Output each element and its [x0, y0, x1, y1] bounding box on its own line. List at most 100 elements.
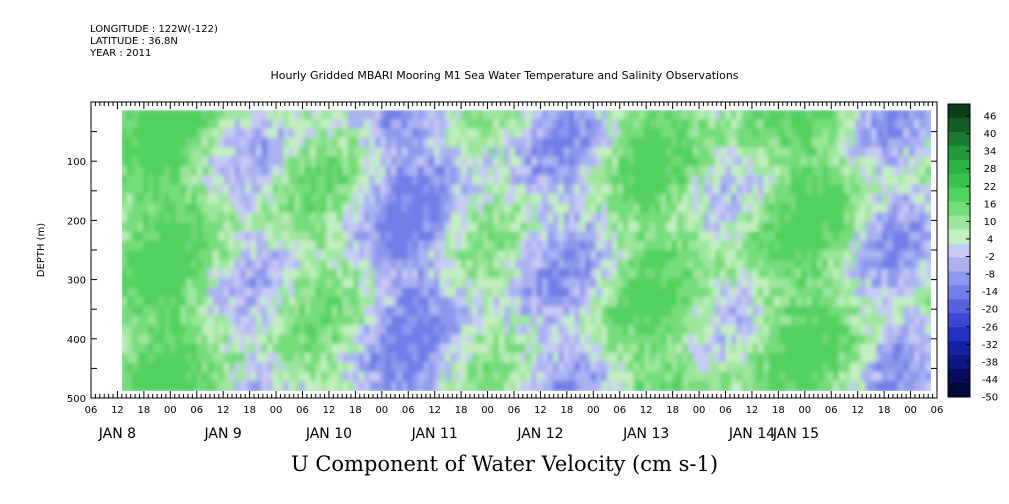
heatmap-cell	[180, 287, 188, 299]
heatmap-cell	[261, 315, 269, 327]
heatmap-cell	[159, 296, 166, 308]
heatmap-cell	[369, 334, 377, 346]
heatmap-cell	[854, 165, 862, 177]
heatmap-cell	[552, 324, 560, 336]
heatmap-cell	[186, 231, 193, 243]
heatmap-cell	[552, 306, 560, 318]
heatmap-cell	[828, 193, 835, 205]
heatmap-cell	[903, 212, 911, 224]
heatmap-cell	[752, 296, 760, 308]
heatmap-cell	[666, 156, 674, 168]
heatmap-cell	[536, 128, 544, 140]
heatmap-cell	[202, 222, 210, 233]
heatmap-cell	[709, 324, 717, 336]
heatmap-cell	[477, 147, 485, 159]
heatmap-cell	[169, 119, 177, 130]
heatmap-cell	[525, 175, 533, 187]
heatmap-cell	[714, 119, 722, 130]
heatmap-cell	[795, 343, 803, 355]
heatmap-cell	[795, 259, 803, 271]
heatmap-cell	[455, 184, 463, 196]
heatmap-cell	[709, 212, 717, 224]
heatmap-cell	[811, 193, 819, 205]
heatmap-cell	[196, 324, 204, 336]
heatmap-cell	[261, 352, 269, 364]
heatmap-cell	[477, 381, 485, 391]
heatmap-cell	[234, 362, 242, 374]
heatmap-cell	[234, 259, 242, 271]
heatmap-cell	[741, 352, 749, 364]
heatmap-cell	[860, 240, 868, 252]
heatmap-cell	[132, 212, 140, 224]
heatmap-cell	[175, 296, 183, 308]
heatmap-cell	[784, 259, 792, 271]
heatmap-cell	[779, 287, 787, 299]
heatmap-cell	[488, 128, 496, 140]
heatmap-cell	[223, 222, 231, 233]
heatmap-cell	[720, 334, 728, 346]
heatmap-cell	[601, 193, 609, 205]
heatmap-cell	[898, 315, 906, 327]
heatmap-cell	[865, 240, 873, 252]
heatmap-cell	[223, 240, 231, 252]
heatmap-cell	[682, 193, 690, 205]
heatmap-cell	[574, 334, 582, 346]
heatmap-cell	[860, 137, 868, 149]
heatmap-cell	[482, 287, 490, 299]
heatmap-cell	[693, 184, 701, 196]
heatmap-cell	[132, 278, 140, 290]
heatmap-cell	[887, 324, 895, 336]
heatmap-cell	[137, 222, 145, 233]
heatmap-cell	[558, 352, 566, 364]
heatmap-cell	[628, 296, 636, 308]
heatmap-cell	[283, 156, 291, 168]
heatmap-cell	[283, 203, 291, 215]
heatmap-cell	[730, 381, 738, 391]
heatmap-cell	[779, 306, 787, 318]
heatmap-cell	[266, 259, 274, 271]
heatmap-cell	[396, 128, 404, 140]
heatmap-cell	[310, 193, 318, 205]
heatmap-cell	[720, 137, 728, 149]
heatmap-cell	[202, 343, 210, 355]
heatmap-cell	[466, 147, 474, 159]
heatmap-cell	[542, 231, 549, 243]
heatmap-cell	[865, 193, 873, 205]
heatmap-cell	[142, 119, 150, 130]
heatmap-cell	[703, 362, 711, 374]
heatmap-cell	[736, 184, 744, 196]
heatmap-cell	[757, 193, 765, 205]
heatmap-cell	[633, 371, 641, 383]
heatmap-cell	[347, 128, 355, 140]
heatmap-cell	[498, 334, 506, 346]
heatmap-cell	[428, 128, 436, 140]
heatmap-cell	[455, 231, 463, 243]
heatmap-cell	[898, 193, 906, 205]
heatmap-cell	[714, 324, 722, 336]
heatmap-cell	[283, 334, 291, 346]
heatmap-cell	[606, 352, 614, 364]
heatmap-cell	[439, 352, 447, 364]
heatmap-cell	[552, 315, 560, 327]
heatmap-cell	[671, 128, 679, 140]
heatmap-cell	[272, 193, 280, 205]
heatmap-cell	[509, 296, 517, 308]
heatmap-cell	[660, 259, 668, 271]
heatmap-cell	[801, 222, 808, 233]
heatmap-cell	[676, 287, 684, 299]
heatmap-cell	[676, 165, 684, 177]
heatmap-cell	[304, 110, 312, 121]
heatmap-cell	[590, 381, 598, 391]
heatmap-cell	[849, 175, 857, 187]
heatmap-cell	[725, 240, 733, 252]
heatmap-cell	[660, 212, 668, 224]
heatmap-cell	[709, 240, 717, 252]
heatmap-cell	[504, 352, 512, 364]
heatmap-cell	[401, 203, 409, 215]
heatmap-cell	[180, 268, 188, 280]
heatmap-cell	[175, 137, 183, 149]
heatmap-cell	[121, 193, 129, 205]
heatmap-cell	[148, 240, 156, 252]
heatmap-cell	[687, 165, 695, 177]
heatmap-cell	[908, 278, 916, 290]
